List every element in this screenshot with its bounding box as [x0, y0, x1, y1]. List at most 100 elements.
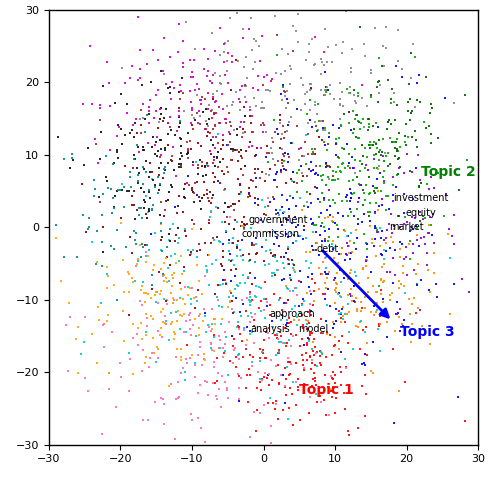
Point	[211, 98, 219, 106]
Point	[235, 190, 243, 197]
Point	[142, 252, 149, 260]
Point	[227, 266, 235, 274]
Point	[229, 147, 237, 155]
Point	[287, 229, 295, 237]
Point	[268, 269, 276, 277]
Point	[360, 189, 368, 196]
Point	[350, 164, 358, 172]
Point	[374, 206, 382, 214]
Point	[304, 326, 312, 333]
Point	[280, 275, 288, 283]
Point	[176, 119, 184, 127]
Point	[359, 326, 366, 334]
Point	[408, 133, 416, 141]
Point	[174, 378, 182, 385]
Point	[356, 345, 364, 352]
Point	[307, 158, 315, 166]
Point	[136, 297, 144, 304]
Point	[82, 228, 90, 236]
Point	[311, 60, 319, 68]
Point	[193, 80, 201, 88]
Point	[168, 183, 176, 191]
Point	[176, 134, 183, 141]
Point	[258, 196, 266, 204]
Point	[366, 200, 374, 207]
Point	[331, 199, 339, 206]
Point	[180, 268, 188, 275]
Point	[336, 101, 344, 109]
Point	[380, 173, 387, 181]
Point	[146, 96, 154, 104]
Point	[223, 280, 230, 287]
Point	[329, 176, 337, 184]
Point	[176, 279, 184, 287]
Point	[308, 242, 316, 250]
Point	[192, 332, 200, 340]
Point	[366, 222, 374, 230]
Point	[289, 288, 297, 295]
Point	[173, 317, 181, 325]
Point	[383, 125, 391, 133]
Point	[259, 128, 267, 135]
Point	[355, 134, 363, 142]
Point	[354, 198, 362, 206]
Point	[370, 155, 378, 163]
Point	[354, 424, 362, 432]
Point	[350, 189, 358, 196]
Point	[248, 328, 256, 336]
Point	[259, 98, 266, 106]
Point	[198, 205, 205, 213]
Point	[275, 338, 283, 346]
Point	[218, 167, 226, 174]
Point	[148, 143, 156, 151]
Point	[119, 186, 126, 194]
Point	[249, 65, 257, 73]
Point	[211, 162, 219, 169]
Point	[238, 236, 246, 244]
Point	[197, 142, 205, 150]
Point	[177, 345, 185, 353]
Point	[200, 305, 208, 313]
Point	[344, 243, 351, 250]
Point	[284, 50, 292, 58]
Point	[205, 216, 213, 224]
Point	[132, 239, 140, 247]
Point	[282, 250, 290, 257]
Point	[157, 394, 164, 402]
Point	[308, 345, 316, 353]
Point	[213, 256, 221, 263]
Point	[218, 218, 226, 226]
Point	[157, 180, 164, 187]
Point	[321, 214, 329, 222]
Point	[258, 307, 265, 315]
Point	[165, 261, 173, 269]
Point	[84, 225, 92, 232]
Point	[271, 176, 279, 184]
Point	[322, 412, 330, 419]
Point	[340, 145, 348, 152]
Point	[331, 333, 339, 341]
Point	[303, 188, 310, 196]
Point	[347, 194, 355, 202]
Point	[380, 157, 387, 165]
Point	[245, 365, 253, 373]
Point	[268, 376, 276, 384]
Point	[226, 118, 234, 125]
Point	[133, 141, 141, 149]
Point	[352, 323, 360, 330]
Point	[168, 282, 176, 290]
Point	[204, 89, 212, 97]
Point	[316, 352, 324, 359]
Point	[303, 110, 311, 118]
Point	[284, 296, 292, 304]
Point	[321, 371, 328, 379]
Point	[391, 271, 399, 279]
Point	[203, 266, 211, 273]
Point	[123, 100, 131, 108]
Point	[313, 398, 321, 405]
Point	[407, 50, 414, 57]
Point	[382, 234, 389, 241]
Point	[239, 129, 247, 137]
Point	[335, 124, 343, 132]
Point	[347, 249, 355, 256]
